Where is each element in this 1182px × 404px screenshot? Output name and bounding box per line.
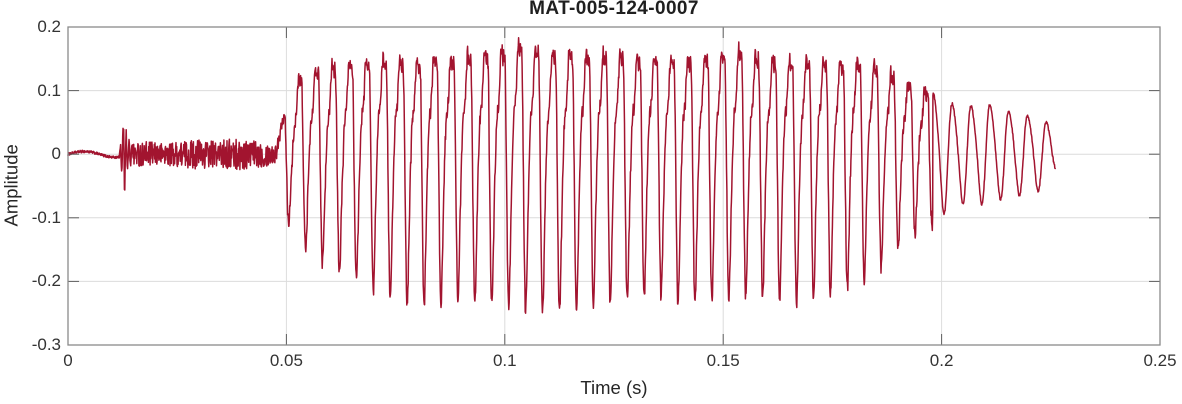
x-tick-label: 0.1 — [492, 351, 517, 370]
y-tick-label: 0 — [51, 144, 61, 164]
axes-box — [67, 26, 1161, 346]
x-tick-label: 0.25 — [1143, 351, 1177, 370]
y-tick-label: 0.2 — [37, 17, 61, 36]
y-tick-label: -0.2 — [31, 271, 61, 291]
y-tick-label: -0.1 — [31, 207, 61, 227]
x-tick-label: 0.05 — [269, 351, 303, 370]
x-axis-label: Time (s) — [580, 377, 648, 398]
x-tick-label: 0 — [63, 351, 73, 370]
x-tick-label: 0.15 — [706, 351, 740, 370]
x-tick-label: 0.2 — [929, 351, 954, 370]
chart-title: MAT-005-124-0007 — [529, 0, 699, 19]
y-tick-label: -0.3 — [31, 335, 61, 354]
y-tick-label: 0.1 — [37, 80, 61, 100]
waveform-line — [67, 37, 1056, 314]
